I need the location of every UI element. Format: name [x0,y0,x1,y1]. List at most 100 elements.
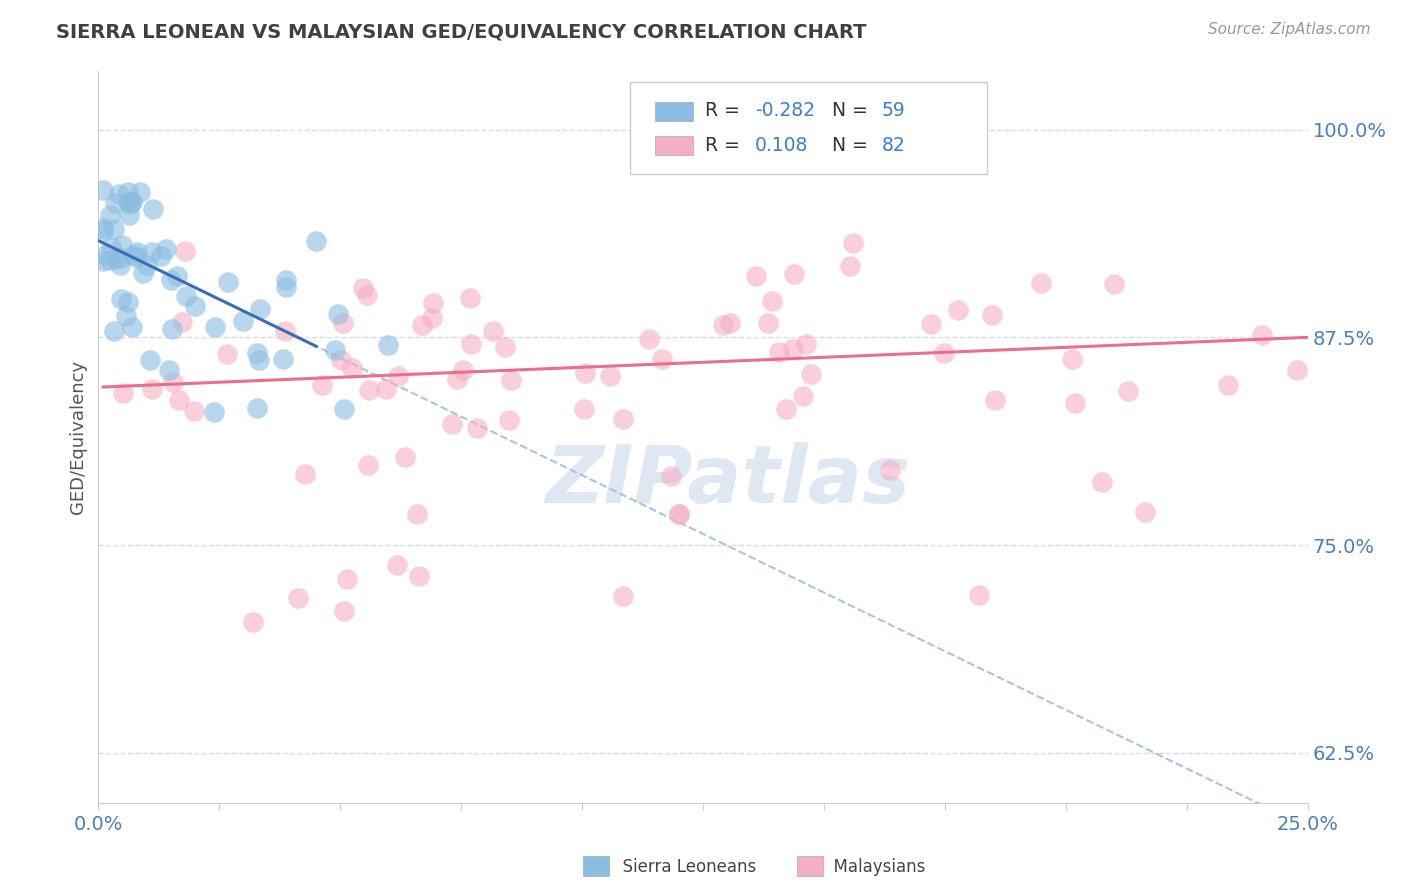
Point [465,421,488,435]
Text: ZIPatlas: ZIPatlas [544,442,910,520]
Point [946,302,969,317]
Point [274,324,297,338]
Point [122,248,145,262]
Point [494,340,516,354]
Point [768,344,790,359]
Point [1104,277,1126,291]
Point [794,337,817,351]
Point [118,208,141,222]
Point [932,346,955,360]
Point [117,186,139,200]
Point [981,308,1004,322]
Point [711,318,734,332]
Point [356,288,378,302]
Point [1062,352,1084,367]
Text: R =: R = [706,102,747,120]
Point [842,235,865,250]
Point [718,316,741,330]
Point [1133,505,1156,519]
Point [333,402,356,417]
Point [132,266,155,280]
Point [446,372,468,386]
Point [920,317,942,331]
Point [110,238,132,252]
Point [782,342,804,356]
Point [274,280,297,294]
Point [458,291,481,305]
Point [110,292,132,306]
Point [756,316,779,330]
Text: N =: N = [832,136,875,154]
Text: Malaysians: Malaysians [823,858,925,876]
Y-axis label: GED/Equivalency: GED/Equivalency [69,360,87,514]
Point [326,307,349,321]
Point [136,258,159,272]
Point [149,249,172,263]
Point [1064,396,1087,410]
Point [217,275,239,289]
Point [287,591,309,606]
Point [800,368,823,382]
Point [104,196,127,211]
Point [110,258,132,272]
Point [139,352,162,367]
Point [359,384,381,398]
Point [160,273,183,287]
Point [246,346,269,360]
Point [105,251,128,265]
Point [1031,276,1053,290]
Point [162,375,184,389]
Point [246,401,269,415]
Point [668,507,690,521]
Text: 82: 82 [882,136,905,154]
Point [668,507,690,521]
Point [141,382,163,396]
Point [651,351,673,366]
Point [394,450,416,464]
Point [242,615,264,629]
Point [460,337,482,351]
Point [340,360,363,375]
Point [155,243,177,257]
FancyBboxPatch shape [583,856,609,876]
Point [352,281,374,295]
Point [110,251,132,265]
Point [304,234,326,248]
Text: Sierra Leoneans: Sierra Leoneans [612,858,756,876]
Text: Source: ZipAtlas.com: Source: ZipAtlas.com [1208,22,1371,37]
Point [377,338,399,352]
Point [481,324,503,338]
Point [572,401,595,416]
Point [204,405,226,419]
Point [879,463,901,477]
Point [411,318,433,332]
Point [333,604,356,618]
Point [128,185,150,199]
Point [249,302,271,317]
Point [1251,327,1274,342]
Text: 0.108: 0.108 [755,136,808,154]
Point [142,202,165,216]
Text: -0.282: -0.282 [755,102,815,120]
Point [357,458,380,473]
Point [121,320,143,334]
Point [174,244,197,259]
Point [166,268,188,283]
Point [91,220,114,235]
Point [103,324,125,338]
Point [172,315,194,329]
Point [1216,377,1239,392]
FancyBboxPatch shape [797,856,823,876]
Point [103,221,125,235]
Point [1286,362,1309,376]
Point [325,343,347,357]
Point [638,332,661,346]
Point [232,314,254,328]
Point [91,253,114,268]
Point [184,300,207,314]
Point [967,588,990,602]
Point [612,589,634,603]
Point [98,253,121,268]
Text: SIERRA LEONEAN VS MALAYSIAN GED/EQUIVALENCY CORRELATION CHART: SIERRA LEONEAN VS MALAYSIAN GED/EQUIVALE… [56,22,866,41]
Point [501,373,523,387]
